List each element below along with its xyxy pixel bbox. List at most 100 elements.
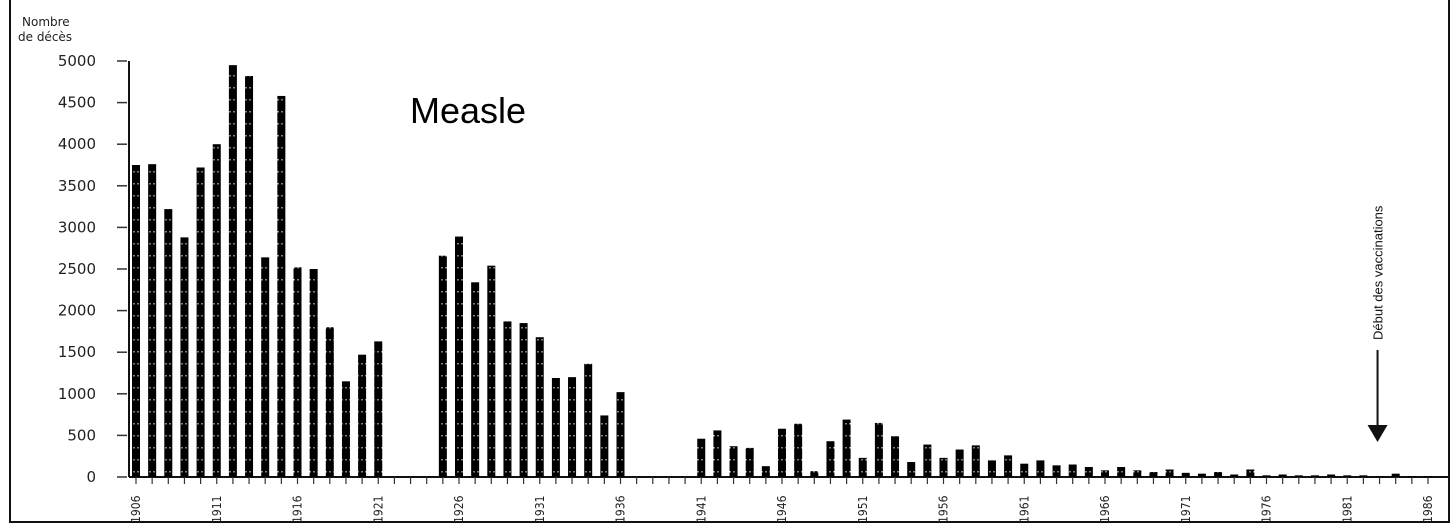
bar bbox=[519, 323, 528, 477]
bar bbox=[1391, 473, 1400, 477]
bar bbox=[551, 377, 560, 477]
bar bbox=[713, 430, 722, 477]
x-tick-label: 1966 bbox=[1098, 495, 1112, 523]
bar bbox=[245, 75, 254, 477]
y-tick-label: 1000 bbox=[58, 385, 96, 403]
x-tick-label: 1936 bbox=[614, 495, 628, 523]
bar bbox=[778, 428, 786, 477]
bar bbox=[325, 327, 334, 477]
bar bbox=[1343, 475, 1352, 477]
x-tick-label: 1921 bbox=[371, 496, 385, 523]
bar bbox=[148, 164, 157, 477]
bar bbox=[874, 422, 883, 477]
bar bbox=[923, 444, 932, 477]
bar bbox=[568, 377, 577, 477]
x-tick-label: 1906 bbox=[129, 495, 143, 523]
chart-title: Measle bbox=[410, 90, 526, 131]
bar bbox=[826, 441, 835, 477]
bar bbox=[842, 419, 851, 477]
bar bbox=[600, 415, 609, 477]
bar bbox=[729, 446, 738, 477]
bar bbox=[1278, 474, 1287, 477]
bar bbox=[1407, 476, 1416, 478]
bar bbox=[1101, 470, 1109, 477]
bar bbox=[180, 237, 189, 477]
bar bbox=[374, 341, 383, 477]
y-tick-label: 500 bbox=[67, 426, 96, 444]
bar bbox=[1230, 474, 1239, 477]
y-tick-label: 5000 bbox=[58, 52, 96, 70]
bar bbox=[1117, 467, 1126, 477]
bar bbox=[987, 460, 996, 477]
x-tick-label: 1916 bbox=[291, 495, 305, 523]
bar bbox=[1197, 473, 1206, 477]
bar bbox=[939, 457, 948, 477]
bar bbox=[794, 423, 803, 477]
bar bbox=[1214, 472, 1223, 477]
bar bbox=[1020, 463, 1029, 477]
y-axis-unit-label-line1: Nombre bbox=[22, 15, 70, 29]
bar bbox=[1359, 475, 1368, 477]
bar bbox=[858, 457, 867, 477]
y-tick-label: 3500 bbox=[58, 177, 96, 195]
bar bbox=[1036, 460, 1045, 477]
bar bbox=[1133, 470, 1142, 477]
bar bbox=[228, 65, 237, 477]
bar bbox=[761, 466, 770, 477]
x-tick-label: 1981 bbox=[1340, 496, 1354, 523]
x-tick-label: 1931 bbox=[533, 496, 547, 523]
y-tick-label: 1500 bbox=[58, 343, 96, 361]
bar bbox=[358, 354, 367, 477]
bar bbox=[471, 282, 480, 477]
y-axis-unit-label-line2: de décès bbox=[18, 30, 72, 44]
y-tick-label: 3000 bbox=[58, 218, 96, 236]
x-tick-label: 1956 bbox=[937, 495, 951, 523]
bar bbox=[810, 471, 819, 477]
bar bbox=[293, 267, 302, 477]
bar bbox=[1424, 476, 1432, 478]
bar bbox=[1181, 472, 1190, 477]
bar bbox=[1084, 467, 1093, 477]
bar bbox=[487, 265, 496, 477]
bar bbox=[891, 436, 900, 477]
bar bbox=[745, 447, 754, 477]
bars bbox=[132, 65, 1432, 478]
bar bbox=[1246, 469, 1255, 477]
bar bbox=[196, 167, 205, 477]
x-tick-label: 1911 bbox=[210, 496, 224, 523]
x-tick-label: 1946 bbox=[775, 495, 789, 523]
bar bbox=[1262, 475, 1271, 477]
bar bbox=[309, 269, 318, 477]
bar bbox=[212, 144, 221, 477]
y-tick-label: 2500 bbox=[58, 260, 96, 278]
x-tick-label: 1961 bbox=[1017, 496, 1031, 523]
bar bbox=[1165, 469, 1174, 477]
annotation-arrow-head bbox=[1367, 425, 1388, 442]
x-tick-label: 1986 bbox=[1421, 495, 1435, 523]
bar bbox=[164, 209, 173, 477]
bar bbox=[1149, 472, 1158, 477]
bar bbox=[341, 381, 350, 477]
bar bbox=[1004, 455, 1013, 477]
bar bbox=[697, 438, 706, 477]
x-tick-label: 1951 bbox=[856, 496, 870, 523]
y-tick-label: 4500 bbox=[58, 94, 96, 112]
bar bbox=[907, 462, 916, 477]
bar bbox=[971, 445, 980, 477]
x-tick-label: 1976 bbox=[1260, 495, 1274, 523]
bar bbox=[277, 95, 286, 477]
bar bbox=[1068, 464, 1077, 477]
x-tick-label: 1926 bbox=[452, 495, 466, 523]
bar bbox=[1375, 476, 1384, 478]
bar bbox=[1052, 465, 1061, 477]
bar bbox=[1310, 475, 1319, 477]
bar bbox=[584, 363, 593, 477]
y-tick-label: 4000 bbox=[58, 135, 96, 153]
bar bbox=[503, 321, 512, 477]
y-tick-label: 2000 bbox=[58, 302, 96, 320]
bar bbox=[1294, 475, 1303, 477]
bar bbox=[261, 257, 270, 477]
bar bbox=[455, 236, 463, 477]
bar bbox=[955, 449, 964, 477]
